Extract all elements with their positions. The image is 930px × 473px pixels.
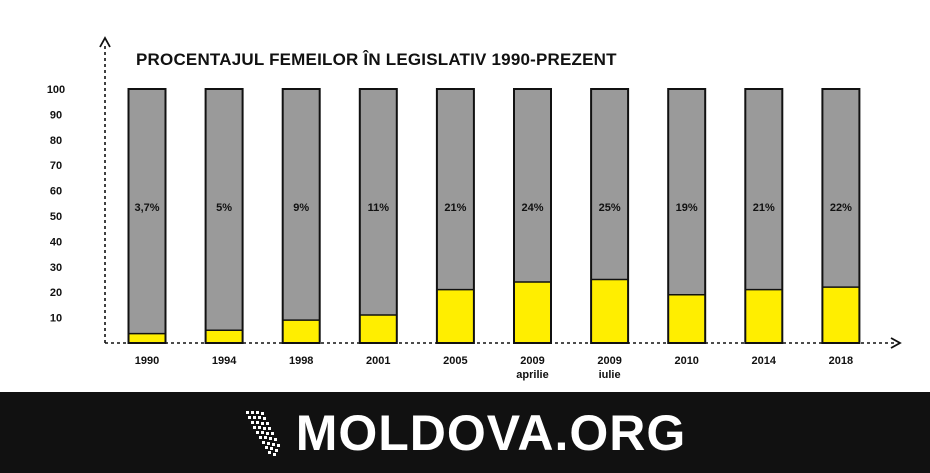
y-tick-label: 10 xyxy=(50,313,62,325)
y-tick-label: 30 xyxy=(50,262,62,274)
chart: PROCENTAJUL FEMEILOR ÎN LEGISLATIV 1990-… xyxy=(47,36,902,381)
footer-banner: MOLDOVA.ORG xyxy=(0,392,930,473)
y-tick-label: 70 xyxy=(50,160,62,172)
bar-women xyxy=(514,282,551,343)
x-axis-arrow xyxy=(890,337,902,349)
x-tick-label: 2010 xyxy=(674,355,698,367)
bar-women xyxy=(205,330,243,343)
data-label: 19% xyxy=(676,202,698,214)
data-label: 3,7% xyxy=(134,202,159,214)
x-tick-label: 2005 xyxy=(443,355,467,367)
moldova-map-icon xyxy=(245,410,280,456)
brand-name: MOLDOVA.ORG xyxy=(295,404,687,461)
bar-rest xyxy=(205,89,243,331)
bar-rest xyxy=(359,89,397,316)
bar-rest xyxy=(282,89,320,321)
data-label: 21% xyxy=(444,202,466,214)
y-tick-label: 50 xyxy=(50,211,62,223)
bar-women xyxy=(359,315,397,343)
y-tick-label: 20 xyxy=(50,287,62,299)
data-label: 22% xyxy=(830,202,852,214)
bar-outline xyxy=(821,88,861,344)
x-tick-label: 1990 xyxy=(135,355,159,367)
bar-rest xyxy=(514,89,551,283)
data-label: 11% xyxy=(368,202,390,214)
x-tick-label: 2014 xyxy=(752,355,777,367)
bar-women xyxy=(745,289,783,343)
y-tick-label: 60 xyxy=(50,186,62,198)
bar-women xyxy=(822,287,860,343)
x-tick-label: 1998 xyxy=(289,355,313,367)
y-axis-arrow xyxy=(99,36,111,48)
chart-plot: 3,7% 1990 5% 1994 9% 1998 11% 2001 21% 2005 24% 200… xyxy=(47,36,902,381)
data-label: 25% xyxy=(599,202,621,214)
bar-rest xyxy=(591,89,629,280)
data-label: 21% xyxy=(753,202,775,214)
x-tick-label: 2018 xyxy=(829,355,853,367)
y-tick-label: 100 xyxy=(47,84,65,96)
brand-logo[interactable]: MOLDOVA.ORG xyxy=(244,404,687,462)
bar-rest xyxy=(745,89,783,290)
bar-rest xyxy=(128,89,166,334)
bar-outline xyxy=(204,88,244,344)
bar-rest xyxy=(822,89,860,288)
bar-rest xyxy=(668,89,706,295)
bar-rest xyxy=(436,89,474,290)
data-label: 24% xyxy=(521,202,543,214)
y-tick-label: 90 xyxy=(50,109,62,121)
bar-women xyxy=(591,279,629,343)
data-label: 5% xyxy=(216,202,232,214)
y-tick-label: 80 xyxy=(50,135,62,147)
x-tick-label: 2001 xyxy=(366,355,390,367)
bar-women xyxy=(128,333,166,343)
bar-outline xyxy=(281,88,321,344)
bar-women xyxy=(668,294,706,343)
bar-outline xyxy=(744,88,784,344)
x-tick-label: aprilie xyxy=(516,369,548,381)
bar-women xyxy=(436,289,474,343)
bar-outline xyxy=(667,88,707,344)
bar-women xyxy=(282,320,320,343)
x-tick-label: 2009 xyxy=(597,355,621,367)
chart-title: PROCENTAJUL FEMEILOR ÎN LEGISLATIV 1990-… xyxy=(136,50,617,69)
x-tick-label: 1994 xyxy=(212,355,237,367)
x-tick-label: iulie xyxy=(599,369,621,381)
bar-outline xyxy=(358,88,398,344)
y-tick-label: 40 xyxy=(50,236,62,248)
x-tick-label: 2009 xyxy=(520,355,544,367)
data-label: 9% xyxy=(293,202,309,214)
